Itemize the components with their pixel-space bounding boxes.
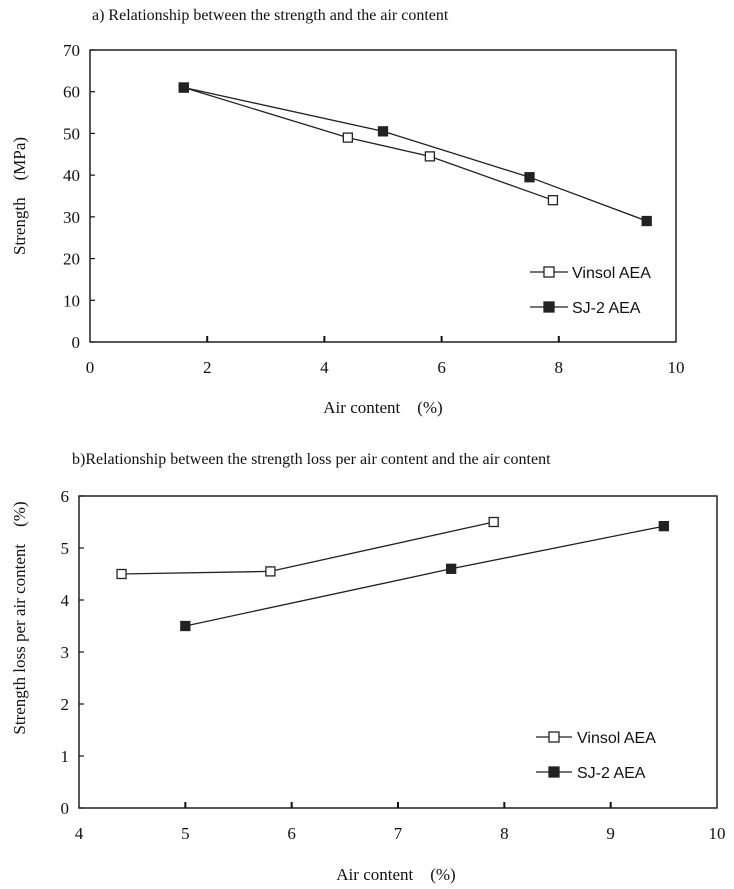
chart-b-legend-marker-sj2	[548, 766, 560, 778]
chart-b-y-tick-label: 1	[61, 747, 70, 766]
chart-b-y-tick-label: 0	[61, 799, 70, 818]
chart-b-series-line-vinsol-aea	[121, 521, 494, 575]
chart-b-series-line-sj-2-aea	[185, 525, 664, 627]
chart-a-x-tick-label: 0	[86, 358, 95, 377]
chart-a-y-axis-label: Strength (MPa)	[10, 137, 29, 255]
chart-a-legend-marker-sj2	[543, 301, 555, 313]
chart-b-x-axis-label: Air content (%)	[336, 865, 455, 884]
chart-a-y-tick-label: 30	[63, 208, 80, 227]
chart-a-point-vinsol-aea	[424, 151, 436, 162]
chart-b-series-group	[116, 516, 669, 632]
chart-b-y-tick-label: 6	[61, 487, 70, 506]
chart-a-y-tick-labels: 0 10 20 30 40 50 60 70	[63, 41, 95, 352]
chart-a-y-tick-label: 10	[63, 291, 80, 310]
chart-a-title: a) Relationship between the strength and…	[92, 7, 449, 24]
chart-a-series-line-sj-2-aea	[183, 86, 647, 222]
chart-a-point-sj-2-aea	[377, 126, 389, 137]
chart-a-y-tick-label: 70	[63, 41, 80, 60]
chart-a-y-tick-label: 0	[72, 333, 81, 352]
chart-a-x-axis-label: Air content (%)	[323, 398, 442, 417]
chart-b-point-vinsol-aea	[488, 516, 499, 528]
chart-a-point-vinsol-aea	[342, 132, 353, 143]
chart-b-y-tick-label: 2	[61, 695, 70, 714]
chart-a-point-sj-2-aea	[641, 215, 652, 227]
chart-b-y-tick-label: 3	[61, 643, 70, 662]
chart-a-point-sj-2-aea	[178, 82, 189, 93]
chart-a-series-group	[178, 82, 652, 227]
chart-b-point-vinsol-aea	[265, 566, 276, 577]
chart-a-y-tick-label: 20	[63, 250, 80, 269]
chart-a-x-tick-label: 2	[203, 358, 212, 377]
chart-b-x-tick-labels: 4 5 6 7 8 9 10	[75, 802, 726, 843]
chart-a-point-sj-2-aea	[524, 172, 535, 183]
chart-a-x-tick-labels: 0 2 4 6 8 10	[86, 336, 685, 377]
chart-a-x-tick-label: 6	[437, 358, 446, 377]
chart-a-y-tick-label: 60	[63, 83, 80, 102]
chart-b-x-tick-label: 5	[181, 824, 190, 843]
chart-b-x-tick-label: 10	[709, 824, 726, 843]
chart-b-legend-label-sj2: SJ-2 AEA	[577, 765, 646, 782]
chart-a-legend-label-vinsol: Vinsol AEA	[572, 265, 651, 282]
chart-a-y-tick-label: 50	[63, 124, 80, 143]
chart-a-x-tick-label: 4	[320, 358, 329, 377]
chart-b-x-tick-label: 7	[394, 824, 403, 843]
chart-b-x-tick-label: 4	[75, 824, 84, 843]
chart-a-series-line-vinsol-aea	[183, 86, 554, 201]
chart-b-x-tick-label: 6	[287, 824, 296, 843]
chart-a-x-tick-label: 10	[668, 358, 685, 377]
chart-b-point-vinsol-aea	[116, 568, 127, 580]
chart-b-y-tick-label: 5	[61, 539, 70, 558]
chart-b-x-tick-label: 9	[606, 824, 615, 843]
chart-a-y-tick-label: 40	[63, 166, 80, 185]
chart-b-legend-marker-vinsol	[548, 731, 560, 743]
chart-b-point-sj-2-aea	[658, 521, 669, 532]
chart-a-point-vinsol-aea	[547, 195, 559, 206]
chart-a-x-tick-label: 8	[555, 358, 564, 377]
chart-b-legend-label-vinsol: Vinsol AEA	[577, 730, 656, 747]
chart-b-legend: Vinsol AEA SJ-2 AEA	[536, 730, 656, 782]
chart-a-legend: Vinsol AEA SJ-2 AEA	[530, 265, 651, 317]
chart-b-title: b)Relationship between the strength loss…	[72, 451, 551, 468]
chart-a-legend-marker-vinsol	[543, 266, 555, 278]
chart-b-point-sj-2-aea	[180, 620, 191, 632]
chart-b-y-axis-label: Strength loss per air content (%)	[10, 501, 29, 734]
chart-b-y-tick-labels: 0 1 2 3 4 5 6	[61, 487, 84, 818]
chart-b-y-tick-label: 4	[61, 591, 70, 610]
chart-b: b)Relationship between the strength loss…	[10, 451, 726, 884]
chart-a-plot-frame	[89, 49, 677, 343]
chart-a: a) Relationship between the strength and…	[10, 7, 685, 417]
chart-b-point-sj-2-aea	[446, 563, 457, 574]
chart-b-x-tick-label: 8	[500, 824, 509, 843]
chart-a-legend-label-sj2: SJ-2 AEA	[572, 300, 641, 317]
